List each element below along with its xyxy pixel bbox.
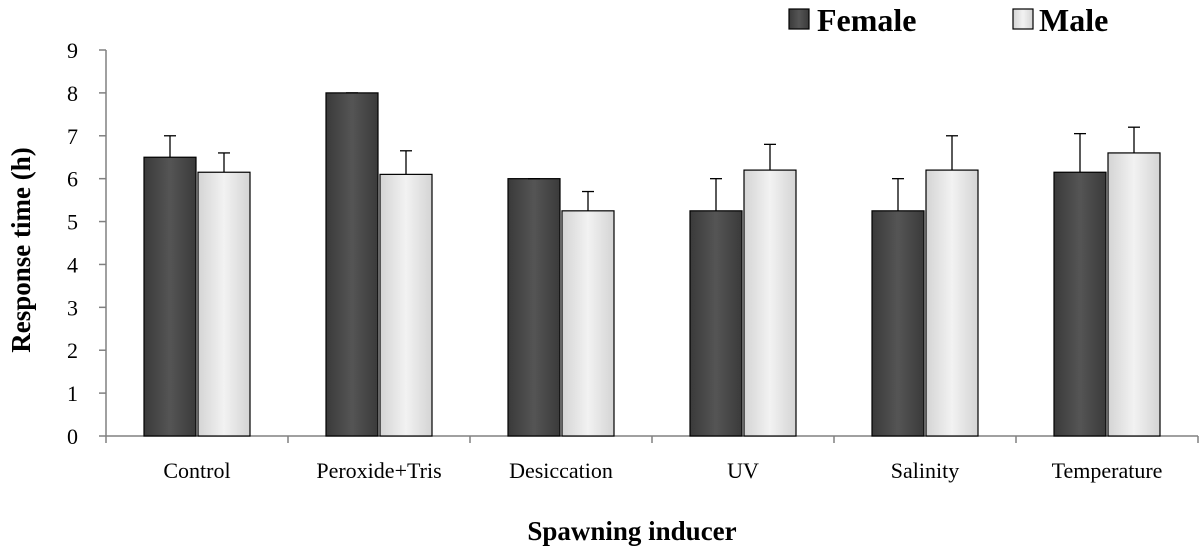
x-axis-title: Spawning inducer (527, 516, 736, 546)
bar-male-uv (743, 169, 797, 437)
y-tick-label: 7 (67, 124, 78, 149)
legend-label-male: Male (1039, 2, 1108, 38)
x-tick-label-salinity: Salinity (891, 458, 959, 483)
y-tick-label: 4 (67, 252, 78, 277)
bar-male-peroxide-tris (379, 173, 433, 437)
bars-group (143, 92, 1161, 437)
bar-male-control (197, 171, 251, 437)
bar-female-salinity (871, 210, 925, 437)
legend-swatch-female (788, 8, 810, 30)
y-tick-label: 3 (67, 295, 78, 320)
x-tick-label-control: Control (163, 458, 230, 483)
bar-female-desiccation (507, 178, 561, 437)
y-tick-label: 9 (67, 38, 78, 63)
y-axis-title: Response time (h) (6, 147, 36, 352)
bar-female-control (143, 156, 197, 437)
bar-female-peroxide-tris (325, 92, 379, 437)
y-tick-label: 6 (67, 167, 78, 192)
y-tick-label: 8 (67, 81, 78, 106)
bar-female-uv (689, 210, 743, 437)
x-tick-label-desiccation: Desiccation (509, 458, 613, 483)
y-tick-label: 0 (67, 424, 78, 449)
bar-male-desiccation (561, 210, 615, 437)
x-axis-ticks: Control Peroxide+Tris Desiccation UV Salinit… (105, 436, 1199, 483)
x-tick-label-uv: UV (727, 458, 759, 483)
legend-label-female: Female (817, 2, 917, 38)
y-axis-ticks: 0 1 2 3 4 5 6 7 8 9 (67, 38, 106, 449)
y-tick-label: 1 (67, 381, 78, 406)
legend: Female Male (788, 2, 1108, 38)
bar-male-temperature (1107, 152, 1161, 437)
bar-male-salinity (925, 169, 979, 437)
y-tick-label: 5 (67, 210, 78, 235)
y-tick-label: 2 (67, 338, 78, 363)
x-tick-label-peroxide-tris: Peroxide+Tris (316, 458, 441, 483)
legend-swatch-male (1012, 8, 1034, 30)
bar-female-temperature (1053, 171, 1107, 437)
x-tick-label-temperature: Temperature (1052, 458, 1163, 483)
